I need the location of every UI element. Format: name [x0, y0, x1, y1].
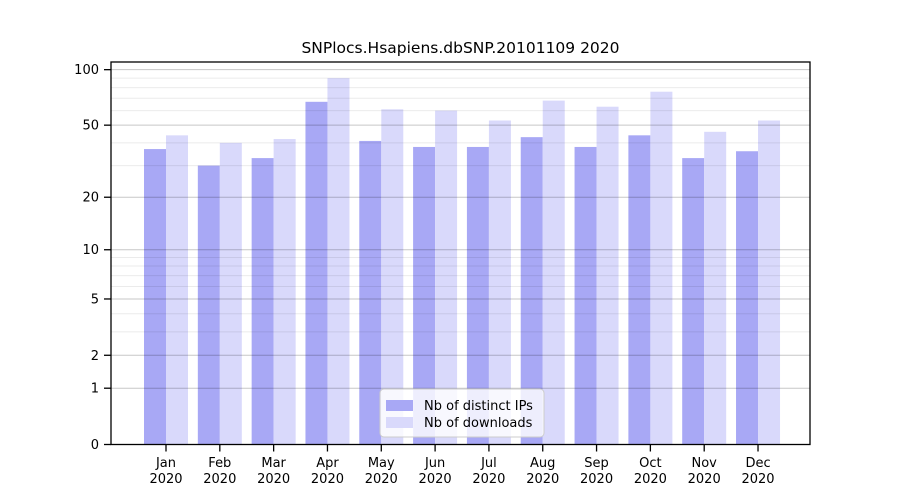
- bar-nb-of-downloads-oct: [650, 91, 673, 445]
- legend-swatch-distinct-ips-icon: [386, 400, 413, 411]
- grid-layer: [111, 69, 810, 389]
- x-tick-label-year-aug: 2020: [526, 472, 559, 487]
- bar-nb-of-distinct-ips-oct: [628, 135, 651, 445]
- x-tick-label-year-dec: 2020: [741, 472, 774, 487]
- bar-nb-of-downloads-may: [381, 109, 404, 445]
- axes-layer: 1005020105210Jan2020Feb2020Mar2020Apr202…: [74, 63, 774, 487]
- bar-nb-of-distinct-ips-jun: [413, 146, 436, 445]
- x-tick-label-month-mar: Mar: [261, 456, 286, 471]
- x-tick-label-year-oct: 2020: [634, 472, 667, 487]
- bar-nb-of-downloads-sep: [596, 106, 619, 445]
- x-tick-label-month-jul: Jul: [480, 456, 497, 471]
- bars-layer: [144, 78, 781, 445]
- legend: Nb of distinct IPs Nb of downloads: [379, 388, 545, 438]
- x-tick-label-year-jan: 2020: [149, 472, 182, 487]
- x-tick-label-month-dec: Dec: [745, 456, 770, 471]
- x-tick-label-year-apr: 2020: [311, 472, 344, 487]
- y-tick-label-0: 0: [91, 438, 99, 453]
- x-tick-label-year-jul: 2020: [472, 472, 505, 487]
- bar-nb-of-downloads-jan: [166, 135, 188, 445]
- y-tick-label-100: 100: [74, 63, 99, 78]
- bar-nb-of-distinct-ips-aug: [520, 137, 543, 445]
- y-tick-label-20: 20: [82, 191, 99, 206]
- y-tick-label-5: 5: [91, 292, 99, 307]
- bar-nb-of-distinct-ips-mar: [251, 158, 274, 445]
- x-tick-label-month-feb: Feb: [208, 456, 231, 471]
- x-tick-label-month-oct: Oct: [639, 456, 661, 471]
- plot-border: [110, 61, 811, 446]
- bar-nb-of-distinct-ips-sep: [574, 146, 597, 445]
- x-tick-label-month-jun: Jun: [424, 456, 445, 471]
- bar-nb-of-distinct-ips-nov: [682, 158, 705, 445]
- legend-label-downloads: Nb of downloads: [424, 416, 533, 431]
- bar-nb-of-downloads-dec: [758, 120, 781, 445]
- bar-nb-of-downloads-feb: [219, 142, 242, 445]
- bar-nb-of-distinct-ips-feb: [197, 165, 220, 445]
- x-tick-label-year-jun: 2020: [419, 472, 452, 487]
- x-tick-label-month-aug: Aug: [530, 456, 555, 471]
- bar-nb-of-distinct-ips-dec: [736, 151, 759, 445]
- bar-nb-of-downloads-nov: [704, 131, 727, 445]
- bar-nb-of-distinct-ips-jan: [144, 149, 166, 445]
- legend-box: [379, 388, 545, 438]
- x-tick-label-month-sep: Sep: [584, 456, 609, 471]
- x-tick-label-month-apr: Apr: [316, 456, 339, 471]
- x-tick-label-year-feb: 2020: [203, 472, 236, 487]
- bar-nb-of-distinct-ips-apr: [305, 101, 328, 445]
- bar-nb-of-downloads-jul: [488, 120, 511, 445]
- bar-nb-of-downloads-apr: [327, 78, 350, 445]
- bar-nb-of-downloads-mar: [273, 139, 296, 445]
- bar-nb-of-distinct-ips-jul: [466, 146, 489, 445]
- x-tick-label-year-nov: 2020: [688, 472, 721, 487]
- x-tick-label-month-may: May: [368, 456, 395, 471]
- bar-nb-of-downloads-aug: [542, 100, 565, 445]
- y-tick-label-1: 1: [91, 382, 99, 397]
- x-tick-label-year-sep: 2020: [580, 472, 613, 487]
- legend-swatch-downloads-icon: [386, 417, 413, 428]
- y-tick-label-2: 2: [91, 349, 99, 364]
- bar-nb-of-downloads-jun: [435, 110, 458, 445]
- x-tick-label-month-nov: Nov: [692, 456, 718, 471]
- chart-title: SNPlocs.Hsapiens.dbSNP.20101109 2020: [301, 39, 619, 57]
- bar-nb-of-distinct-ips-may: [359, 140, 382, 445]
- x-tick-label-year-mar: 2020: [257, 472, 290, 487]
- legend-label-distinct-ips: Nb of distinct IPs: [424, 399, 533, 414]
- y-tick-label-10: 10: [82, 243, 99, 258]
- x-tick-label-month-jan: Jan: [155, 456, 176, 471]
- x-tick-label-year-may: 2020: [365, 472, 398, 487]
- y-tick-label-50: 50: [82, 119, 99, 134]
